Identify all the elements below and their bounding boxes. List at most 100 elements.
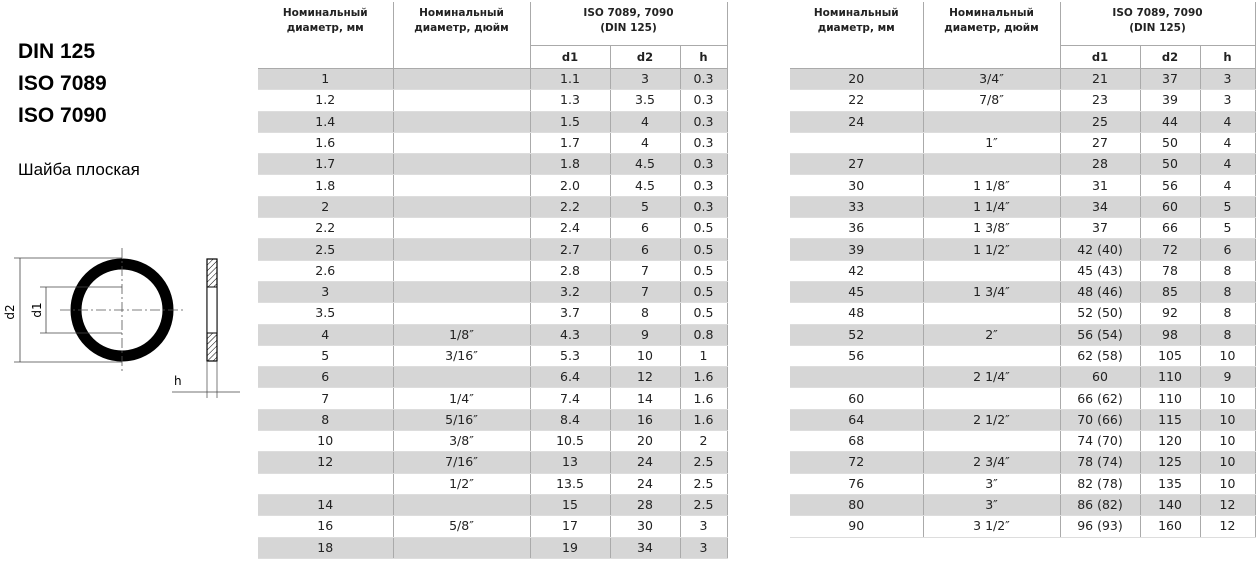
cell: 2 1/4″ <box>923 366 1061 389</box>
cell: 5 <box>1200 196 1256 219</box>
cell: 12 <box>258 451 394 474</box>
cell: 30 <box>790 174 924 197</box>
data-row: 36 1 3/8″ 37 66 5 <box>790 217 1256 240</box>
cell <box>923 387 1061 410</box>
cell: 3 <box>680 537 728 559</box>
cell: 2.4 <box>530 217 611 240</box>
cell: 92 <box>1140 302 1201 325</box>
cell <box>393 366 531 389</box>
cell <box>923 260 1061 282</box>
cell <box>923 345 1061 368</box>
cell <box>393 153 531 176</box>
cell: 1.7 <box>530 132 611 155</box>
cell: 1.7 <box>258 153 394 176</box>
cell: 78 (74) <box>1060 451 1141 474</box>
cell: 3 <box>1200 89 1256 112</box>
data-row: 72 2 3/4″ 78 (74) 125 10 <box>790 451 1256 474</box>
cell: 4 <box>610 132 681 155</box>
cell: 110 <box>1140 387 1201 410</box>
data-row: 1.7 1.8 4.5 0.3 <box>258 153 728 176</box>
cell: 10 <box>1200 430 1256 453</box>
cell: 5/8″ <box>393 515 531 538</box>
data-row: 6 6.4 12 1.6 <box>258 366 728 389</box>
cell: 2 1/2″ <box>923 409 1061 432</box>
data-row: 1.2 1.3 3.5 0.3 <box>258 89 728 112</box>
cell: 3/4″ <box>923 68 1061 91</box>
cell: 68 <box>790 430 924 453</box>
cell: 10 <box>1200 473 1256 495</box>
cell: 1.2 <box>258 89 394 112</box>
data-row: 3 3.2 7 0.5 <box>258 281 728 304</box>
cell: 6 <box>1200 238 1256 261</box>
cell: 16 <box>258 515 394 538</box>
cell: 4 <box>258 324 394 346</box>
cell: 1 1/2″ <box>923 238 1061 261</box>
cell: 1/4″ <box>393 387 531 410</box>
data-row: 90 3 1/2″ 96 (93) 160 12 <box>790 515 1256 538</box>
data-row: 24 25 44 4 <box>790 111 1256 133</box>
cell: 2″ <box>923 324 1061 346</box>
cell: 0.3 <box>680 68 728 91</box>
cell: 42 (40) <box>1060 238 1141 261</box>
header-cell: Номинальный диаметр, дюйм <box>923 2 1061 69</box>
cell: 10 <box>1200 345 1256 368</box>
header-row: Номинальный диаметр, мм Номинальный диаметр… <box>790 2 1256 69</box>
size-table: Номинальный диаметр, мм Номинальный диаметр… <box>790 2 1256 538</box>
cell: 115 <box>1140 409 1201 432</box>
cell: 1 1/8″ <box>923 174 1061 197</box>
cell: 8 <box>1200 324 1256 346</box>
data-row: 2.5 2.7 6 0.5 <box>258 238 728 261</box>
cell: 1″ <box>923 132 1061 155</box>
subheader-cell: d1 <box>1060 45 1141 70</box>
cell: 16 <box>610 409 681 432</box>
cell: 3/8″ <box>393 430 531 453</box>
cell: 8 <box>1200 302 1256 325</box>
washer-hole <box>206 286 218 334</box>
cell: 98 <box>1140 324 1201 346</box>
data-row: 14 15 28 2.5 <box>258 494 728 517</box>
cell: 4.5 <box>610 153 681 176</box>
data-row: 60 66 (62) 110 10 <box>790 387 1256 410</box>
cell: 0.3 <box>680 89 728 112</box>
cell <box>923 111 1061 133</box>
cell: 20 <box>610 430 681 453</box>
cell: 80 <box>790 494 924 517</box>
cell: 72 <box>790 451 924 474</box>
cell: 25 <box>1060 111 1141 133</box>
cell: 0.5 <box>680 260 728 282</box>
cell: 0.3 <box>680 174 728 197</box>
data-row: 68 74 (70) 120 10 <box>790 430 1256 453</box>
cell: 85 <box>1140 281 1201 304</box>
cell <box>790 366 924 389</box>
cell: 3/16″ <box>393 345 531 368</box>
cell: 135 <box>1140 473 1201 495</box>
cell: 14 <box>610 387 681 410</box>
cell: 2.5 <box>680 473 728 495</box>
cell: 1.6 <box>680 366 728 389</box>
data-row: 1.6 1.7 4 0.3 <box>258 132 728 155</box>
header-line: (DIN 125) <box>1129 22 1186 34</box>
cell: 70 (66) <box>1060 409 1141 432</box>
data-row: 33 1 1/4″ 34 60 5 <box>790 196 1256 219</box>
cell: 34 <box>610 537 681 559</box>
cell: 1/2″ <box>393 473 531 495</box>
data-row: 2 1/4″ 60 110 9 <box>790 366 1256 389</box>
cell: 13 <box>530 451 611 474</box>
cell: 10 <box>1200 409 1256 432</box>
cell <box>393 89 531 112</box>
cell: 0.3 <box>680 111 728 133</box>
data-row: 22 7/8″ 23 39 3 <box>790 89 1256 112</box>
subheader-row: d1 d2 h <box>790 45 1256 70</box>
cell <box>923 153 1061 176</box>
cell <box>393 217 531 240</box>
cell: 96 (93) <box>1060 515 1141 538</box>
cell: 66 <box>1140 217 1201 240</box>
subheader-cell: d1 <box>530 45 611 70</box>
data-row: 52 2″ 56 (54) 98 8 <box>790 324 1256 346</box>
header-cell: Номинальный диаметр, мм <box>790 2 924 69</box>
data-row: 64 2 1/2″ 70 (66) 115 10 <box>790 409 1256 432</box>
subheader-cell: h <box>680 45 728 70</box>
cell: 22 <box>790 89 924 112</box>
cell: 2.5 <box>680 494 728 517</box>
